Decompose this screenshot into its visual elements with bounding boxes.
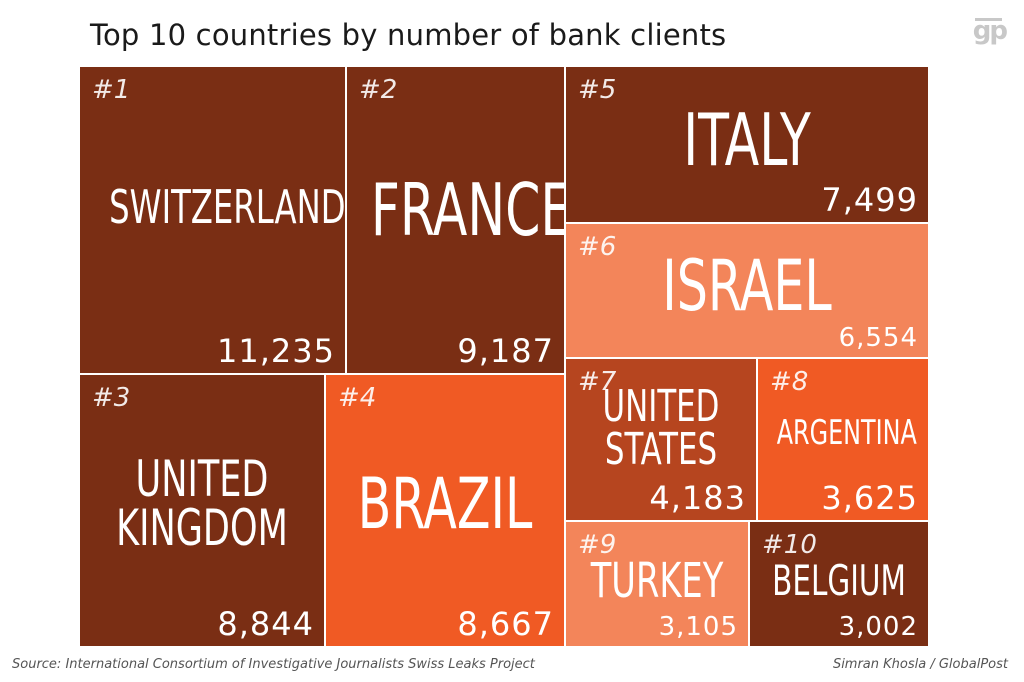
treemap-tile: #5 ITALY 7,499 <box>566 67 928 222</box>
tile-rank: #2 <box>359 75 398 105</box>
treemap-chart: #1 SWITZERLAND 11,235 #2 FRANCE 9,187 #3 UNITED… <box>80 67 928 646</box>
tile-rank: #10 <box>762 530 817 560</box>
tile-value-label: 6,554 <box>838 323 918 354</box>
tile-rank: #4 <box>338 383 377 413</box>
tile-country-name: SWITZERLAND <box>109 180 345 234</box>
tile-country-name: ARGENTINA <box>776 413 917 453</box>
source-note: Source: International Consortium of Inve… <box>12 657 535 672</box>
globalpost-logo: gp <box>972 16 1008 46</box>
treemap-tile: #6 ISRAEL 6,554 <box>566 224 928 357</box>
treemap-tile: #2 FRANCE 9,187 <box>347 67 564 373</box>
tile-rank: #3 <box>92 383 131 413</box>
tile-rank: #5 <box>578 75 617 105</box>
tile-value-label: 3,625 <box>821 478 918 517</box>
tile-rank: #8 <box>770 367 809 397</box>
treemap-tile: #3 UNITED KINGDOM 8,844 <box>80 375 324 646</box>
treemap-tile: #1 SWITZERLAND 11,235 <box>80 67 345 373</box>
tile-country-name: FRANCE <box>370 168 564 252</box>
tile-value-label: 8,667 <box>457 604 554 643</box>
tile-value-label: 4,183 <box>649 478 746 517</box>
treemap-tile: #4 BRAZIL 8,667 <box>326 375 564 646</box>
logo-text: gp <box>972 16 1008 46</box>
tile-country-name: ISRAEL <box>662 245 832 327</box>
treemap-tile: #8 ARGENTINA 3,625 <box>758 359 928 520</box>
tile-country-name: BELGIUM <box>772 556 906 605</box>
treemap-tile: #10 BELGIUM 3,002 <box>750 522 928 646</box>
tile-country-name: TURKEY <box>590 553 724 609</box>
tile-value-label: 3,002 <box>838 612 918 643</box>
author-credit: Simran Khosla / GlobalPost <box>832 657 1008 672</box>
tile-country-name: UNITED KINGDOM <box>116 450 288 557</box>
tile-country-name: UNITED STATES <box>602 381 720 476</box>
logo-bar <box>974 18 1002 21</box>
tile-value-label: 11,235 <box>217 331 335 370</box>
tile-value-label: 7,499 <box>821 180 918 219</box>
tile-value-label: 3,105 <box>658 612 738 643</box>
tile-value-label: 9,187 <box>457 331 554 370</box>
tile-rank: #7 <box>578 367 617 397</box>
tile-rank: #1 <box>92 75 131 105</box>
treemap-tile: #9 TURKEY 3,105 <box>566 522 748 646</box>
tile-country-name: ITALY <box>683 98 811 182</box>
tile-value-label: 8,844 <box>217 604 314 643</box>
tile-rank: #9 <box>578 530 617 560</box>
tile-rank: #6 <box>578 232 617 262</box>
tile-country-name: BRAZIL <box>357 463 533 545</box>
chart-title: Top 10 countries by number of bank clien… <box>90 18 727 52</box>
treemap-tile: #7 UNITED STATES 4,183 <box>566 359 756 520</box>
